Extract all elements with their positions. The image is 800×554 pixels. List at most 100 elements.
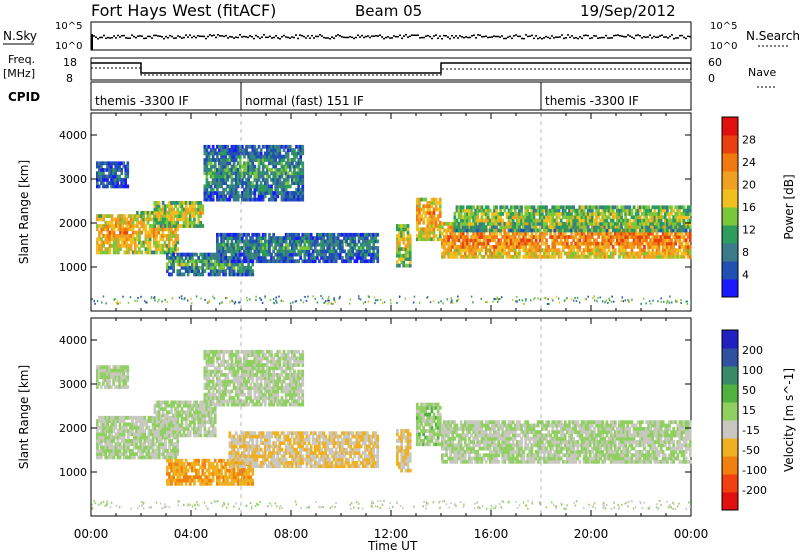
- heatmap-cell: [236, 239, 240, 244]
- heatmap-cell: [259, 197, 263, 202]
- heatmap-cell: [112, 243, 116, 248]
- heatmap-cell: [595, 251, 598, 256]
- heatmap-cell: [286, 259, 290, 264]
- heatmap-cell: [275, 296, 277, 299]
- heatmap-cell: [292, 301, 294, 304]
- heatmap-cell: [624, 238, 627, 243]
- heatmap-cell: [222, 262, 225, 267]
- heatmap-cell: [316, 239, 319, 244]
- heatmap-cell: [428, 214, 432, 218]
- heatmap-cell: [211, 252, 215, 257]
- heatmap-cell: [226, 249, 230, 254]
- heatmap-cell: [291, 161, 294, 166]
- heatmap-cell: [243, 256, 246, 260]
- heatmap-cell: [588, 235, 592, 239]
- heatmap-cell: [641, 248, 644, 253]
- heatmap-cell: [563, 208, 567, 213]
- heatmap-cell: [166, 224, 169, 228]
- heatmap-cell: [114, 184, 117, 189]
- heatmap-cell: [251, 171, 255, 176]
- heatmap-cell: [176, 210, 180, 215]
- heatmap-cell: [226, 158, 230, 162]
- heatmap-cell: [144, 240, 148, 245]
- heatmap-cell: [582, 225, 586, 229]
- heatmap-cell: [259, 249, 263, 254]
- heatmap-cell: [678, 238, 682, 243]
- nsky-point: [303, 35, 305, 38]
- heatmap-cell: [613, 228, 617, 233]
- heatmap-cell: [157, 243, 160, 248]
- heatmap-cell: [603, 251, 607, 256]
- heatmap-cell: [563, 235, 567, 239]
- heatmap-cell: [270, 252, 273, 257]
- heatmap-cell: [525, 298, 527, 301]
- heatmap-cell: [268, 158, 271, 162]
- heatmap-cell: [480, 235, 484, 239]
- heatmap-cell: [328, 295, 330, 298]
- heatmap-cell: [628, 212, 632, 216]
- heatmap-cell: [120, 177, 123, 182]
- heatmap-cell: [509, 212, 513, 216]
- heatmap-cell: [488, 254, 492, 259]
- heatmap-cell: [124, 164, 127, 169]
- heatmap-cell: [226, 177, 230, 182]
- heatmap-cell: [301, 249, 305, 254]
- heatmap-cell: [278, 168, 282, 172]
- heatmap-cell: [641, 221, 644, 226]
- heatmap-cell: [657, 241, 661, 246]
- heatmap-cell: [538, 225, 542, 229]
- heatmap-cell: [347, 242, 350, 247]
- heatmap-cell: [238, 168, 242, 172]
- heatmap-cell: [649, 208, 652, 213]
- heatmap-cell: [643, 215, 646, 220]
- heatmap-cell: [226, 246, 230, 250]
- heatmap-cell: [155, 220, 159, 225]
- heatmap-cell: [270, 197, 273, 202]
- heatmap-cell: [657, 208, 661, 213]
- heatmap-cell: [363, 236, 367, 240]
- heatmap-cell: [451, 225, 455, 229]
- heatmap-cell: [457, 238, 461, 243]
- heatmap-cell: [150, 227, 154, 232]
- heatmap-cell: [243, 171, 246, 176]
- heatmap-cell: [201, 259, 205, 264]
- heatmap-cell: [207, 181, 211, 185]
- heatmap-cell: [607, 241, 611, 246]
- heatmap-cell: [638, 238, 642, 243]
- heatmap-cell: [230, 177, 234, 182]
- heatmap-cell: [251, 197, 255, 202]
- heatmap-cell: [328, 256, 332, 260]
- heatmap-cell: [222, 236, 225, 240]
- heatmap-cell: [102, 240, 105, 245]
- heatmap-cell: [418, 227, 421, 232]
- heatmap-cell: [164, 298, 166, 301]
- heatmap-cell: [680, 205, 684, 210]
- heatmap-cell: [538, 238, 542, 243]
- heatmap-cell: [270, 191, 273, 195]
- heatmap-cell: [131, 227, 135, 232]
- heatmap-cell: [211, 194, 215, 199]
- heatmap-cell: [366, 236, 369, 240]
- heatmap-cell: [532, 228, 536, 233]
- heatmap-cell: [576, 215, 580, 220]
- heatmap-cell: [593, 299, 596, 302]
- heatmap-cell: [355, 252, 359, 257]
- heatmap-cell: [114, 298, 117, 300]
- nsky-point: [557, 36, 559, 39]
- heatmap-cell: [530, 251, 534, 256]
- heatmap-cell: [497, 245, 500, 249]
- heatmap-cell: [341, 256, 344, 260]
- heatmap-cell: [632, 225, 636, 229]
- heatmap-cell: [148, 237, 152, 242]
- heatmap-cell: [161, 227, 165, 232]
- heatmap-cell: [643, 208, 646, 213]
- heatmap-cell: [357, 246, 361, 250]
- heatmap-cell: [468, 238, 471, 243]
- heatmap-cell: [543, 241, 546, 246]
- heatmap-cell: [438, 207, 442, 212]
- heatmap-cell: [114, 250, 118, 255]
- heatmap-cell: [578, 238, 582, 243]
- heatmap-cell: [663, 228, 667, 233]
- heatmap-cell: [211, 181, 215, 185]
- heatmap-cell: [532, 205, 536, 210]
